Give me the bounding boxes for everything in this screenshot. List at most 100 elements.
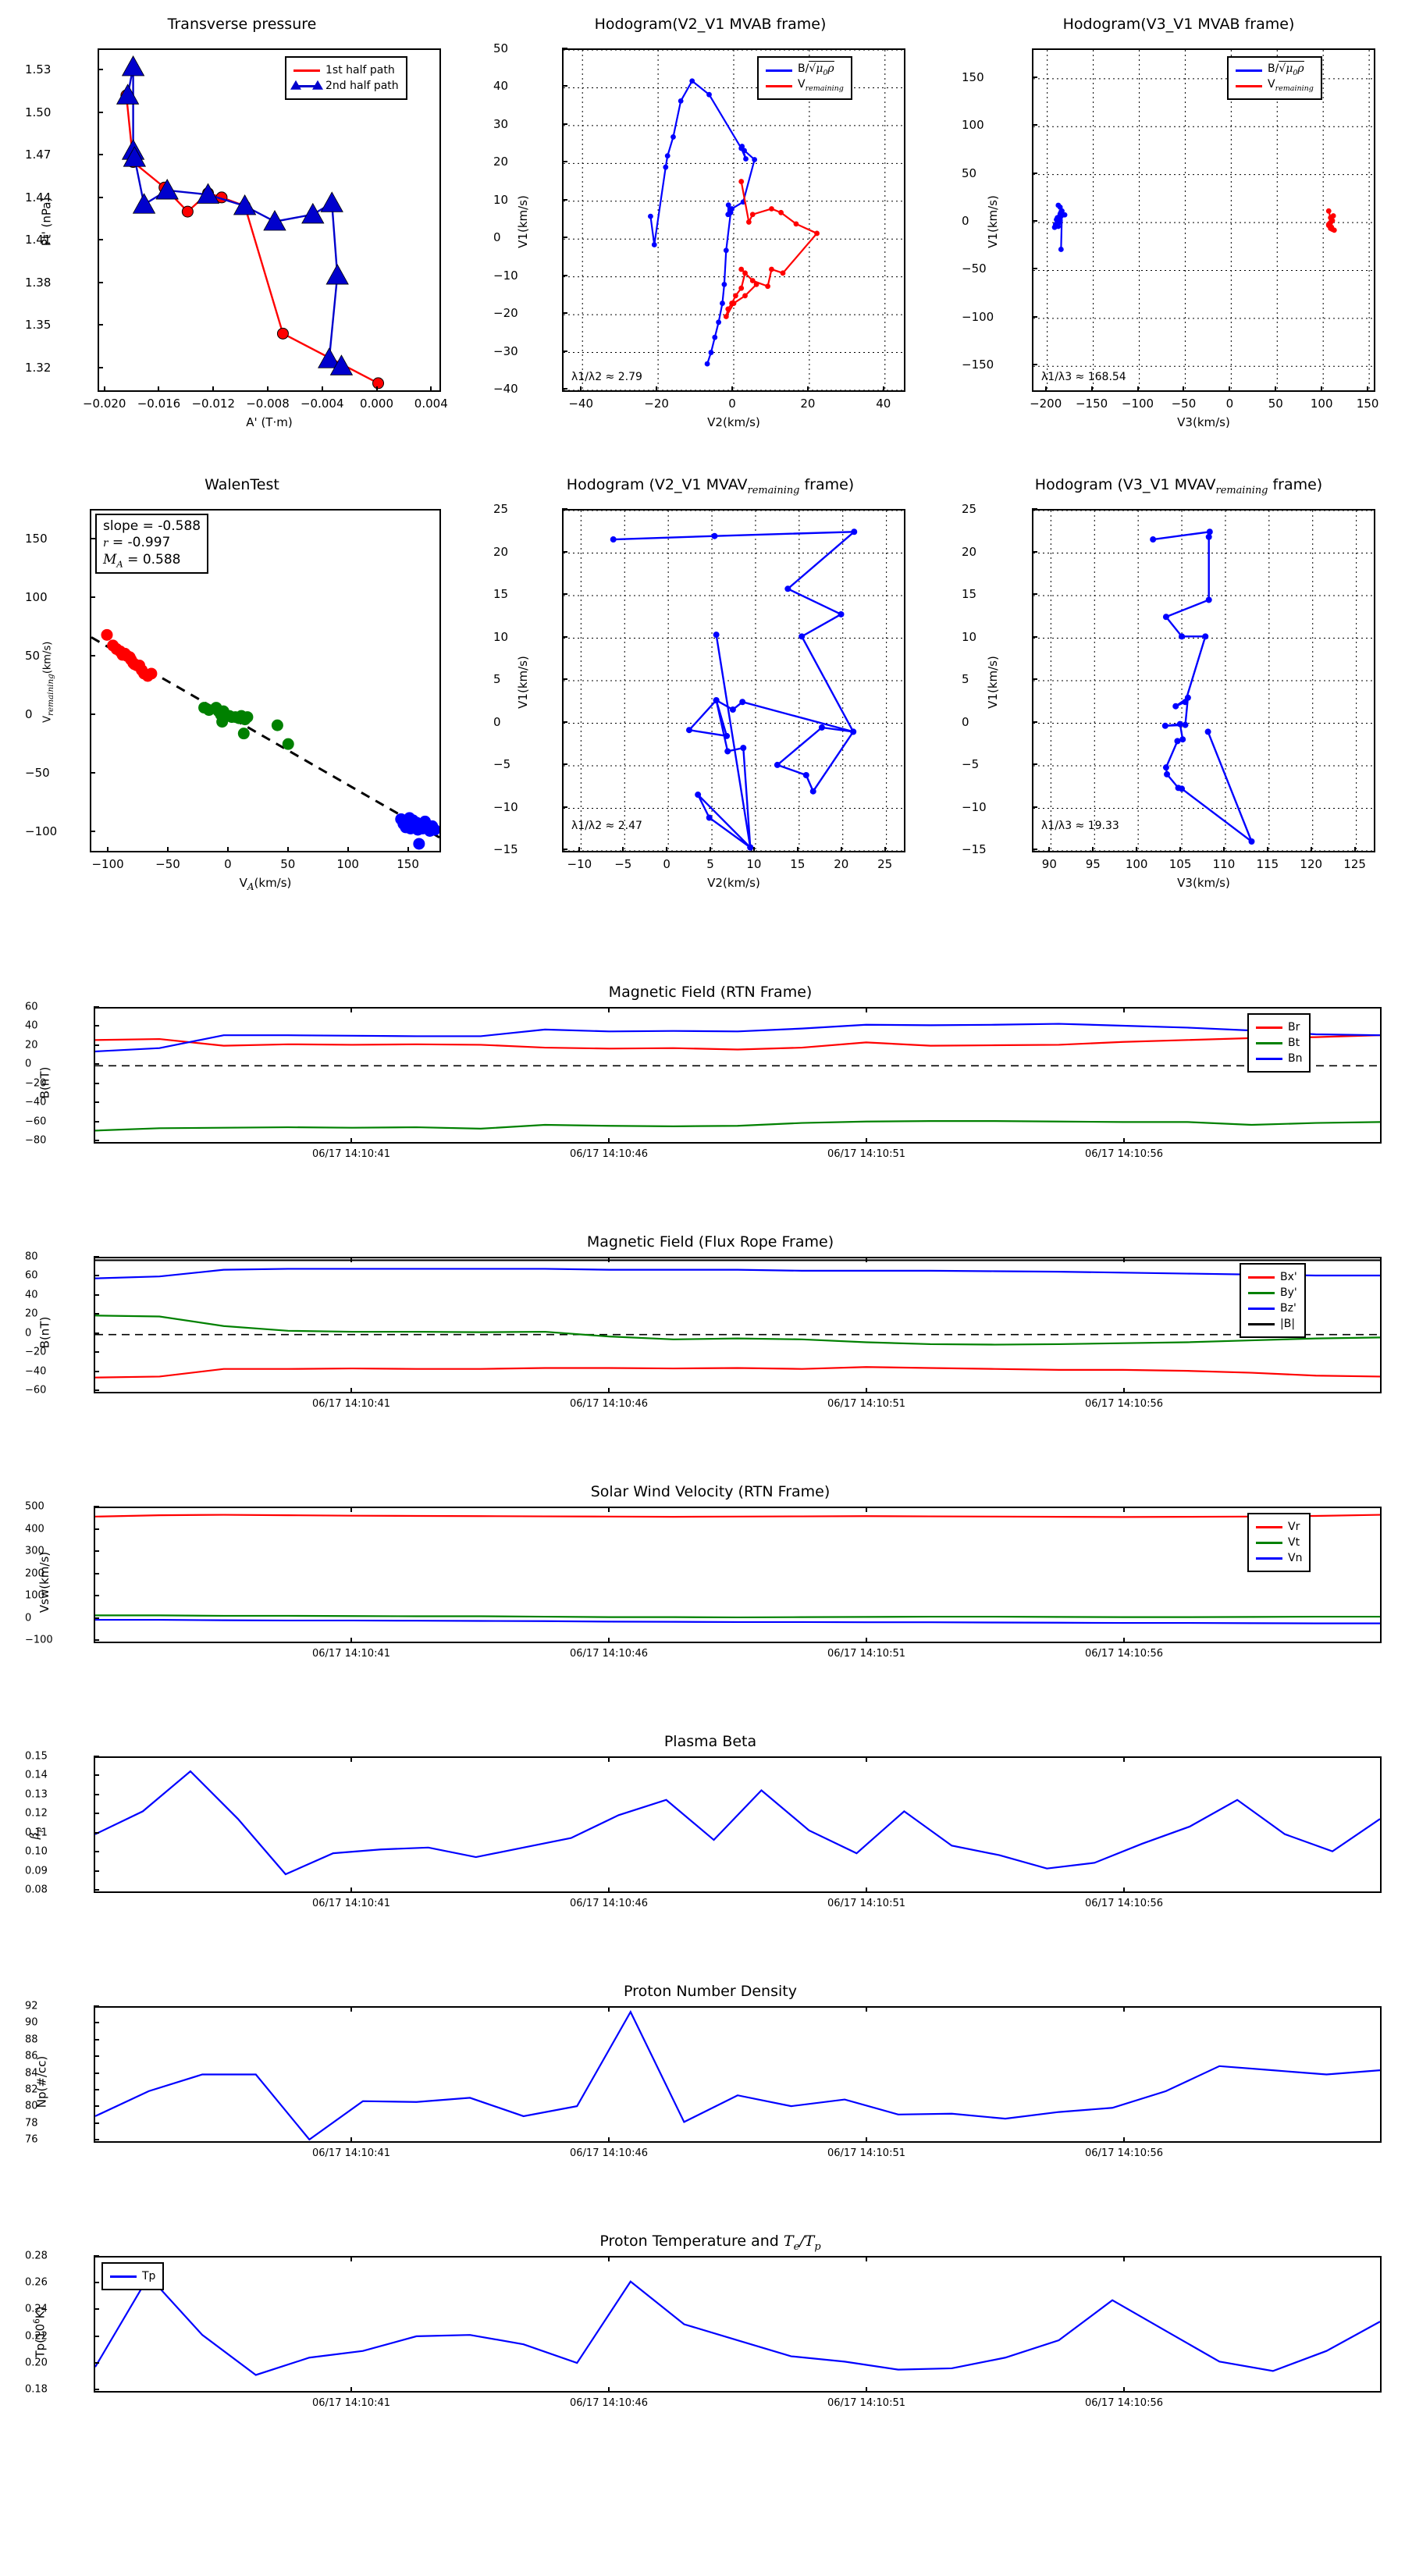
time-tick-mark-top — [866, 1756, 867, 1762]
y-tick-mark — [1032, 550, 1037, 553]
x-tick-mark — [107, 847, 109, 852]
x-tick-label: −10 — [567, 857, 592, 871]
time-tick-label: 06/17 14:10:56 — [1085, 1898, 1163, 1909]
y-tick-mark — [94, 1572, 99, 1574]
y-tick-label: 25 — [493, 502, 509, 516]
y-tick-mark — [1032, 720, 1037, 723]
time-tick-mark — [350, 1638, 352, 1643]
legend-line-br — [1256, 1026, 1282, 1029]
y-tick-mark — [562, 508, 567, 510]
legend-hodogram-v3v1-mvab: B/√μ0ρ Vremaining — [1227, 56, 1322, 100]
y-tick-mark — [94, 2105, 99, 2108]
x-tick-mark — [286, 847, 289, 852]
time-tick-mark — [1123, 2137, 1125, 2143]
y-tick-mark — [94, 2122, 99, 2124]
y-tick-label: −40 — [25, 1365, 47, 1378]
panel-proton-temperature: Proton Temperature and Te/Tp 0.18 0.20 0.2… — [25, 2233, 1389, 2451]
x-tick-label: −100 — [1121, 397, 1154, 411]
y-tick-label: 500 — [25, 1500, 44, 1513]
y-tick-mark — [1032, 635, 1037, 638]
time-tick-mark-top — [866, 2006, 867, 2012]
time-tick-label: 06/17 14:10:56 — [1085, 2397, 1163, 2409]
y-tick-mark — [562, 806, 567, 808]
y-tick-mark — [562, 635, 567, 638]
y-tick-label: 20 — [25, 1308, 38, 1320]
time-tick-label: 06/17 14:10:46 — [570, 2147, 648, 2159]
y-tick-label: 10 — [962, 629, 977, 644]
time-tick-mark — [866, 1638, 867, 1643]
y-tick-label: −60 — [25, 1384, 47, 1397]
y-tick-label: 84 — [25, 2067, 38, 2079]
y-tick-label: 20 — [25, 1039, 38, 1051]
y-axis-label: V1(km/s) — [985, 195, 1000, 248]
y-tick-mark — [98, 196, 103, 198]
x-tick-mark — [103, 386, 105, 392]
y-tick-label: −50 — [25, 766, 50, 781]
x-tick-mark — [1048, 847, 1051, 852]
y-tick-mark — [98, 111, 103, 113]
y-tick-mark — [90, 831, 95, 833]
y-tick-label: 5 — [962, 672, 969, 686]
x-tick-label: 20 — [834, 857, 849, 871]
y-tick-label: −20 — [493, 306, 518, 321]
y-tick-label: 0.15 — [25, 1750, 48, 1763]
time-tick-mark — [866, 1888, 867, 1893]
time-tick-label: 06/17 14:10:41 — [312, 1398, 390, 1410]
y-tick-label: −150 — [962, 358, 994, 372]
y-tick-mark — [562, 161, 567, 163]
y-tick-mark — [94, 1063, 99, 1066]
y-tick-mark — [94, 2361, 99, 2364]
y-tick-label: 78 — [25, 2117, 38, 2129]
panel-hodogram-v2v1-mvab: Hodogram(V2_V1 MVAB frame) −40 −30 −20 −10 0… — [493, 16, 921, 441]
x-tick-mark — [226, 847, 229, 852]
time-tick-mark — [1123, 1638, 1125, 1643]
y-axis-label: Tp(106K) — [32, 2306, 48, 2358]
y-tick-label: 1.38 — [25, 275, 52, 290]
x-axis-label: V2(km/s) — [707, 415, 760, 429]
legend-marker-alfven — [1236, 69, 1262, 72]
x-tick-label: 125 — [1343, 857, 1366, 871]
legend-line-vr — [1256, 1525, 1282, 1528]
legend-line-bx — [1248, 1276, 1275, 1279]
x-tick-label: 50 — [280, 857, 296, 871]
x-tick-mark — [1136, 386, 1139, 392]
time-tick-mark — [1123, 2387, 1125, 2393]
y-tick-mark — [94, 1889, 99, 1891]
legend-line-bmag — [1248, 1322, 1275, 1325]
time-tick-mark — [350, 2387, 352, 2393]
y-tick-mark — [94, 1774, 99, 1777]
legend-label-1st-half: 1st half path — [325, 63, 395, 76]
y-tick-mark — [98, 281, 103, 283]
y-tick-mark — [1032, 508, 1037, 510]
x-tick-label: 10 — [746, 857, 762, 871]
eigenvalue-ratio-annotation: λ1/λ2 ≈ 2.79 — [571, 371, 642, 383]
y-tick-label: 20 — [493, 544, 509, 559]
y-tick-mark — [1032, 172, 1037, 174]
x-tick-label: 150 — [1356, 397, 1379, 411]
time-tick-mark — [608, 2137, 610, 2143]
y-tick-label: 1.47 — [25, 148, 52, 162]
x-tick-label: 105 — [1168, 857, 1192, 871]
time-tick-label: 06/17 14:10:46 — [570, 1148, 648, 1160]
panel-plasma-beta: Plasma Beta 0.08 0.09 0.10 0.11 0.12 0.13 0.14… — [25, 1733, 1389, 1936]
x-tick-mark — [666, 847, 668, 852]
x-tick-mark — [1310, 847, 1312, 852]
y-tick-mark — [98, 324, 103, 326]
y-tick-label: 60 — [25, 1001, 38, 1013]
y-tick-mark — [94, 1639, 99, 1641]
legend-b-rtn: Br Bt Bn — [1247, 1013, 1311, 1073]
x-tick-mark — [166, 847, 169, 852]
time-tick-label: 06/17 14:10:41 — [312, 1148, 390, 1160]
x-tick-mark — [710, 847, 712, 852]
y-tick-mark — [94, 1313, 99, 1315]
panel-solar-wind-velocity: Solar Wind Velocity (RTN Frame) −100 0 100… — [25, 1483, 1389, 1686]
y-tick-mark — [562, 350, 567, 352]
time-tick-mark — [866, 1388, 867, 1393]
legend-hodogram-v2v1-mvab: B/√μ0ρ Vremaining — [757, 56, 852, 100]
time-tick-mark — [350, 2137, 352, 2143]
y-tick-mark — [98, 239, 103, 241]
y-tick-label: −15 — [962, 842, 987, 856]
panel-title: Hodogram (V2_V1 MVAVremaining frame) — [566, 476, 855, 496]
time-tick-mark — [1123, 1388, 1125, 1393]
time-tick-label: 06/17 14:10:56 — [1085, 2147, 1163, 2159]
